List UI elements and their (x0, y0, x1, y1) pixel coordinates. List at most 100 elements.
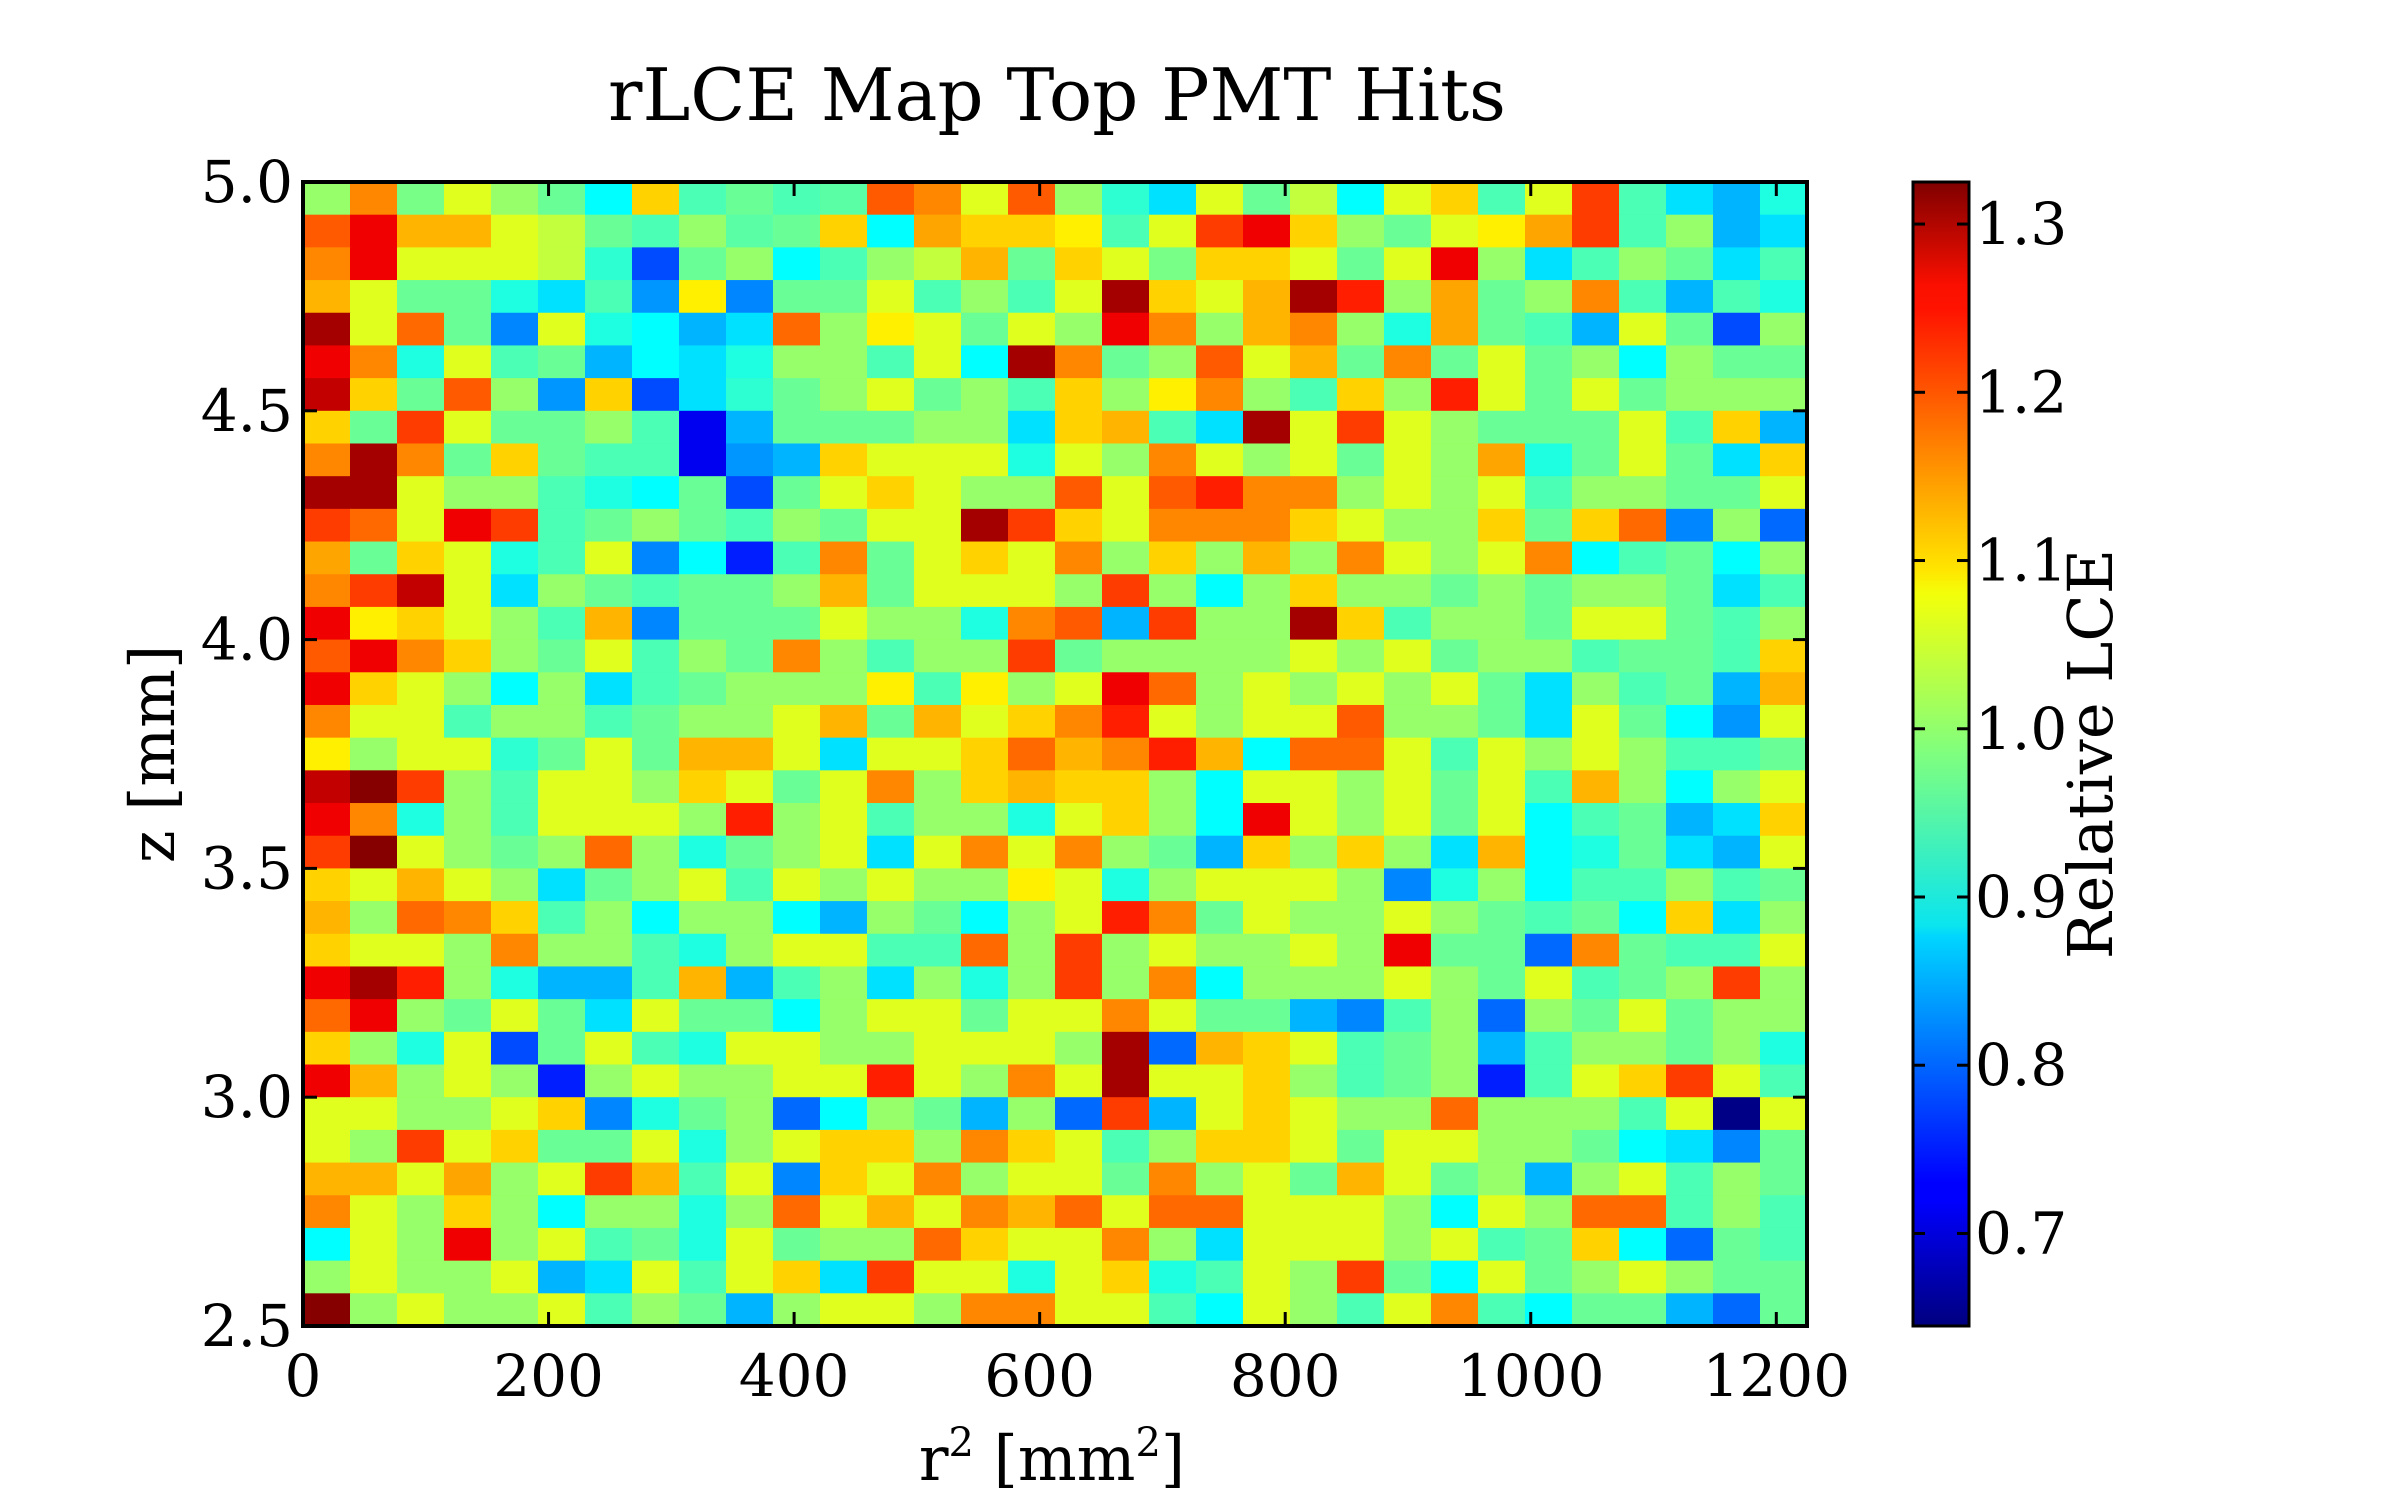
heatmap-cell (1713, 803, 1761, 837)
heatmap-cell (1619, 476, 1667, 510)
heatmap-cell (1008, 933, 1056, 968)
heatmap-cell (397, 214, 445, 248)
heatmap-cell (1384, 280, 1432, 314)
heatmap-cell (1055, 214, 1103, 248)
heatmap-cell (491, 704, 539, 739)
heatmap-cell (632, 868, 680, 902)
heatmap-cell (585, 704, 633, 739)
heatmap-cell (773, 606, 821, 641)
heatmap-cell (1102, 868, 1150, 902)
heatmap-cell (1196, 1097, 1244, 1131)
heatmap-cell (350, 1260, 398, 1294)
heatmap-cell (1431, 247, 1479, 281)
heatmap-cell (1008, 672, 1056, 706)
heatmap-cell (1431, 508, 1479, 543)
heatmap-cell (444, 803, 492, 837)
heatmap-cell (491, 835, 539, 869)
heatmap-cell (350, 737, 398, 771)
heatmap-cell (1760, 966, 1808, 1000)
heatmap-cell (303, 182, 351, 216)
heatmap-cell (914, 1260, 962, 1294)
heatmap-cell (1525, 737, 1573, 771)
heatmap-cell (1525, 704, 1573, 739)
heatmap-cell (1149, 1162, 1197, 1196)
heatmap-cell (585, 214, 633, 248)
heatmap-cell (350, 214, 398, 248)
heatmap-cell (1478, 312, 1526, 347)
heatmap-cell (1478, 1162, 1526, 1196)
heatmap-cell (1243, 247, 1291, 281)
heatmap-cell (961, 868, 1009, 902)
heatmap-cell (820, 182, 868, 216)
heatmap-cell (303, 803, 351, 837)
heatmap-cell (538, 476, 586, 510)
x-tick-label: 600 (984, 1342, 1095, 1410)
heatmap-cell (1149, 508, 1197, 543)
heatmap-cell (679, 1195, 727, 1229)
heatmap-cell (914, 704, 962, 739)
heatmap-cell (1196, 574, 1244, 608)
heatmap-cell (1619, 999, 1667, 1033)
heatmap-cell (867, 1129, 915, 1164)
heatmap-cell (303, 378, 351, 412)
heatmap-cell (538, 1129, 586, 1164)
heatmap-cell (1713, 1293, 1761, 1327)
heatmap-cell (679, 1260, 727, 1294)
heatmap-cell (961, 1064, 1009, 1098)
heatmap-cell (1055, 1227, 1103, 1262)
heatmap-cell (303, 345, 351, 379)
heatmap-cell (679, 933, 727, 968)
heatmap-cell (538, 410, 586, 445)
heatmap-cell (538, 1064, 586, 1098)
heatmap-cell (773, 868, 821, 902)
heatmap-cell (1055, 868, 1103, 902)
heatmap-cell (1572, 672, 1620, 706)
heatmap-cell (1102, 606, 1150, 641)
heatmap-cell (820, 1260, 868, 1294)
heatmap-cell (585, 868, 633, 902)
colorbar-tick-label: 1.3 (1975, 190, 2067, 258)
heatmap-cell (1149, 378, 1197, 412)
heatmap-cell (679, 247, 727, 281)
heatmap-cell (1478, 803, 1526, 837)
heatmap-cell (1290, 345, 1338, 379)
heatmap-cell (585, 1064, 633, 1098)
heatmap-cell (1149, 737, 1197, 771)
heatmap-cell (1666, 868, 1714, 902)
heatmap-cell (303, 639, 351, 673)
heatmap-cell (632, 901, 680, 935)
heatmap-cell (491, 574, 539, 608)
heatmap-cell (632, 476, 680, 510)
heatmap-cell (1760, 247, 1808, 281)
heatmap-cell (1196, 443, 1244, 477)
heatmap-cell (350, 966, 398, 1000)
heatmap-cell (1384, 1227, 1432, 1262)
heatmap-cell (1619, 868, 1667, 902)
heatmap-cell (726, 410, 774, 445)
heatmap-cell (867, 1064, 915, 1098)
heatmap-cell (1243, 835, 1291, 869)
heatmap-cell (350, 1162, 398, 1196)
colorbar-tick-label: 1.0 (1975, 695, 2067, 763)
heatmap-cell (961, 1260, 1009, 1294)
heatmap-cell (1290, 966, 1338, 1000)
heatmap-cell (444, 1227, 492, 1262)
heatmap-cell (1619, 541, 1667, 575)
heatmap-cell (1290, 410, 1338, 445)
heatmap-cell (1384, 443, 1432, 477)
heatmap-cell (632, 835, 680, 869)
heatmap-cell (914, 378, 962, 412)
heatmap-cell (1243, 868, 1291, 902)
heatmap-cell (1102, 770, 1150, 804)
heatmap-cell (1337, 1227, 1385, 1262)
heatmap-cell (1525, 1097, 1573, 1131)
heatmap-cell (914, 770, 962, 804)
heatmap-cell (1619, 508, 1667, 543)
heatmap-cell (867, 378, 915, 412)
heatmap-cell (1431, 1064, 1479, 1098)
heatmap-cell (1478, 1195, 1526, 1229)
heatmap-cell (1102, 737, 1150, 771)
heatmap-cell (867, 410, 915, 445)
heatmap-cell (1290, 933, 1338, 968)
heatmap-cell (1619, 966, 1667, 1000)
